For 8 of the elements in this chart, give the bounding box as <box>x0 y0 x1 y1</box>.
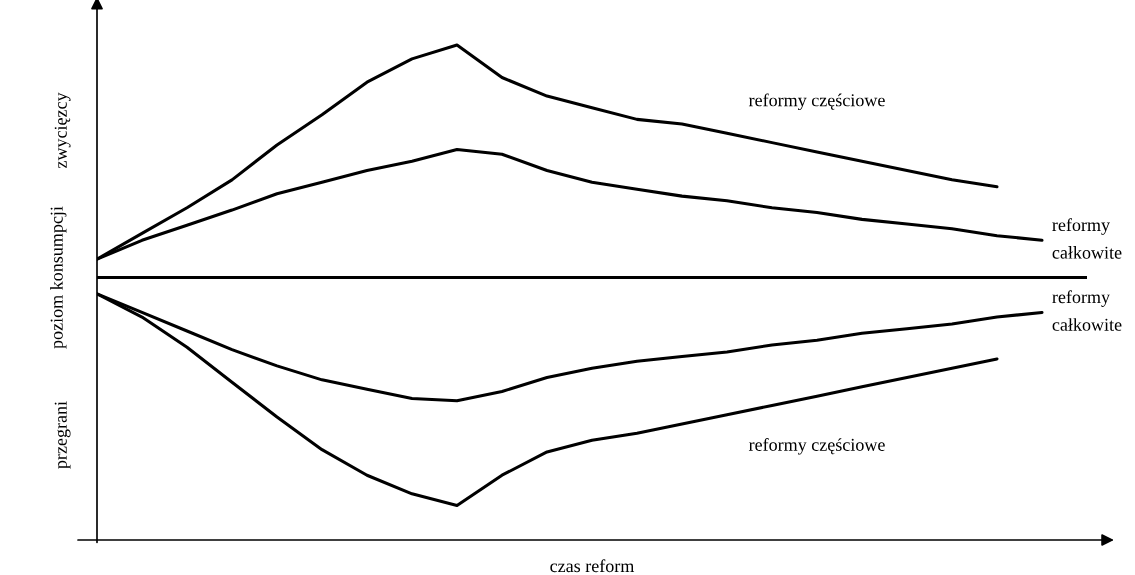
y-axis-title: poziom konsumpcji <box>50 206 67 349</box>
series-label: reformy częściowe <box>748 93 885 111</box>
series-label: reformy częściowe <box>748 438 885 455</box>
series-label: reformy całkowite <box>1052 218 1122 259</box>
text: zwycięzcy <box>54 92 71 169</box>
series-label: reformy całkowite <box>1052 290 1122 331</box>
x-axis-title: czas reform <box>550 559 635 573</box>
text: przegrani <box>54 401 71 469</box>
